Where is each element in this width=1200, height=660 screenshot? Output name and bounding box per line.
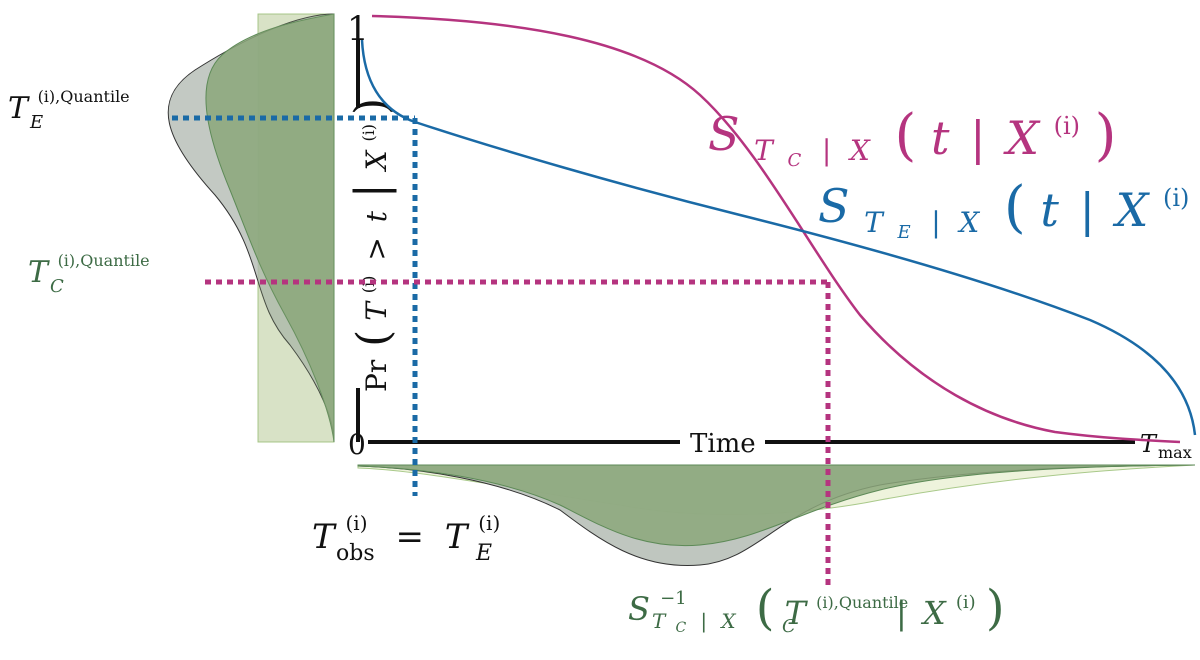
y-label-tvar: t: [360, 210, 393, 222]
y-bottom-tick: 0: [348, 428, 366, 461]
event-label-sup: (i): [1163, 184, 1189, 212]
inv-tc-sup: (i),Quantile: [816, 593, 908, 612]
inv-sub-c: C: [676, 620, 687, 636]
y-label-bar: |: [346, 183, 397, 198]
control-label-sup: (i): [1054, 112, 1080, 140]
y-label-gt: >: [360, 237, 393, 260]
control-label-rparen: ): [1095, 103, 1117, 168]
obs-sub2: E: [475, 541, 492, 566]
inv-x-sup: (i): [956, 592, 976, 613]
control-survival-curve: [371, 14, 1181, 444]
observed-time-label: T (i) obs = T (i) E: [312, 499, 511, 569]
control-label-bar: |: [822, 134, 831, 167]
y-label-pr: Pr: [360, 359, 393, 392]
event-curve-label: S T E | X ( t | X (i) ): [818, 163, 1200, 249]
inv-s: S: [628, 590, 650, 628]
x-max-sub: max: [1158, 443, 1192, 462]
control-label-c: C: [787, 150, 801, 171]
y-label-t: T: [360, 300, 393, 321]
obs-t: T: [312, 517, 337, 557]
event-label-xvar: X: [1113, 183, 1151, 237]
event-label-lparen: (: [1004, 175, 1026, 240]
control-label-t: T: [754, 134, 775, 167]
event-quantile-guides: [172, 115, 418, 496]
event-quantile-label: T (i),Quantile E: [8, 75, 139, 133]
control-label-xvar: X: [1003, 111, 1041, 165]
x-max-label: T max: [1140, 430, 1192, 462]
x-axis-label: Time: [690, 429, 756, 459]
left-overlap-band: [258, 14, 334, 442]
event-label-t: T: [864, 206, 885, 239]
y-top-tick: 1: [347, 9, 369, 49]
inv-sub-bar: |: [700, 609, 707, 634]
control-q-sup: (i),Quantile: [58, 251, 150, 270]
bottom-control-density: [357, 464, 1196, 547]
event-q-sub: E: [29, 112, 43, 133]
inv-sub-t: T: [652, 609, 667, 633]
y-axis-label: Pr ( T (i) > t | X (i) ): [346, 98, 399, 392]
event-q-sup: (i),Quantile: [38, 87, 130, 106]
inv-tc-sub: C: [782, 616, 796, 637]
obs-sup2: (i): [478, 511, 500, 535]
control-label-s: S: [708, 107, 740, 161]
event-label-bar2: |: [1079, 183, 1095, 237]
obs-eq: =: [395, 517, 424, 557]
inv-x: X: [920, 594, 947, 632]
event-label-x: X: [957, 206, 980, 239]
control-label-bar2: |: [970, 111, 986, 165]
left-distributions: [167, 13, 335, 443]
inv-rparen: ): [986, 580, 1005, 636]
obs-t2: T: [445, 517, 470, 557]
inv-sub-x: X: [719, 609, 736, 633]
control-quantile-guides: [205, 279, 831, 588]
control-q-t: T: [28, 255, 50, 290]
y-label-lparen: (: [348, 330, 399, 347]
y-label-x: X: [360, 149, 393, 172]
inv-sup: −1: [660, 588, 687, 609]
control-label-lparen: (: [894, 103, 916, 168]
y-label-xsup: (i): [359, 124, 378, 142]
event-label-s: S: [818, 179, 850, 233]
control-q-sub: C: [50, 276, 64, 297]
event-label-bar: |: [931, 206, 940, 239]
control-curve-label: S T C | X ( t | X (i) ): [708, 91, 1116, 177]
control-label-x: X: [848, 134, 871, 167]
control-quantile-label: T (i),Quantile C: [28, 239, 159, 297]
svg-text:Pr ( T: Pr ( T (i) > t | X (i) ): [346, 98, 399, 392]
inverse-survival-label: S −1 T C | X ( T (i),Quantile C | X (i) …: [628, 574, 1005, 640]
obs-sup: (i): [346, 511, 368, 535]
event-label-e: E: [896, 222, 910, 243]
left-control-density: [205, 13, 335, 443]
bottom-distributions: [357, 464, 1196, 567]
inv-lparen: (: [756, 580, 775, 636]
inv-bar: |: [896, 594, 907, 632]
control-label-t-var: t: [931, 111, 950, 165]
x-max-t: T: [1140, 430, 1158, 458]
event-survival-curve: [360, 39, 1197, 436]
event-label-t-var: t: [1040, 183, 1059, 237]
obs-sub: obs: [336, 541, 375, 566]
event-q-t: T: [8, 91, 30, 126]
